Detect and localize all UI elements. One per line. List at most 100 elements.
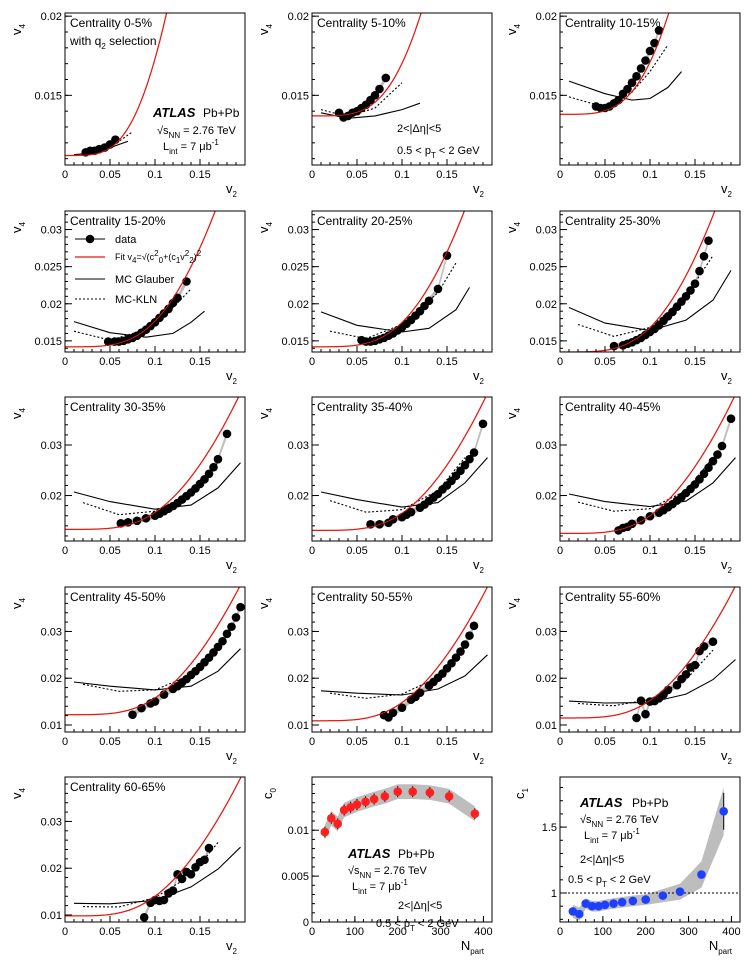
x-axis-label-main: v (226, 938, 233, 953)
c0-point (352, 800, 362, 809)
data-point (433, 284, 443, 294)
x-axis-label: v2 (473, 368, 485, 386)
panel-title: Centrality 30-35% (70, 400, 166, 414)
data-point (690, 660, 700, 670)
x-tick-label: 0.1 (147, 926, 162, 938)
fit-exp: 2 (154, 249, 159, 258)
x-tick-label: 0 (309, 926, 315, 938)
y-tick-label: 0.02 (288, 491, 309, 503)
x-axis-label-main: v (721, 181, 728, 196)
y-tick-label: 0.005 (281, 871, 309, 883)
pt-label: 0.5 < pT < 2 GeV (397, 145, 480, 160)
y-axis-label-main: v (504, 226, 519, 233)
lint-sub: int (590, 836, 599, 845)
data-point (726, 414, 736, 424)
legend-glauber-label: MC Glauber (115, 274, 175, 286)
x-tick-label: 0 (62, 169, 68, 181)
c0-point (339, 805, 349, 815)
data-point (663, 685, 673, 695)
y-tick-label: 0.015 (281, 90, 309, 102)
y-tick-label: 0.02 (288, 11, 309, 23)
panel-title: Centrality 10-15% (565, 16, 661, 30)
x-tick-label: 100 (594, 926, 612, 938)
x-axis-label-sub: 2 (480, 377, 485, 386)
panel-title: Centrality 60-65% (70, 780, 166, 794)
y-axis-label: v4 (256, 222, 274, 234)
fit-exp3: 2 (197, 249, 202, 258)
y-axis-label: v4 (9, 24, 27, 36)
x-tick-label: 0.05 (346, 356, 367, 368)
lint-main: L (163, 141, 169, 153)
c0-y-label-main: c (260, 792, 275, 799)
c0-content (320, 784, 480, 840)
data-point (699, 642, 709, 651)
y-axis-label: v4 (9, 598, 27, 610)
fit-curve-overlay (312, 13, 422, 117)
plot-frame (311, 776, 493, 923)
collision-label: Pb+Pb (398, 847, 435, 861)
y-tick-label: 0.02 (41, 673, 62, 685)
lint-sub: int (358, 887, 367, 896)
c1-point (719, 806, 729, 816)
collision-label: Pb+Pb (203, 106, 240, 120)
x-tick-label: 0.05 (99, 356, 120, 368)
y-tick-label: 0.02 (536, 11, 557, 23)
c1-point (641, 895, 651, 904)
x-axis-label-main: v (473, 557, 480, 572)
x-axis-label-main: v (473, 748, 480, 763)
data-point (713, 450, 722, 459)
x-axis-label: v2 (721, 181, 733, 199)
c0-y-label: c0 (260, 788, 278, 800)
panel-11: 0 0.05 0.1 0.15 0.01 0.02 0.03 Centrality 50-55… (256, 586, 493, 766)
y-axis-label-main: v (9, 792, 24, 799)
data-point (641, 56, 650, 65)
legend-fit-label: Fit v4=√(c20+(c1v22)2 (115, 249, 202, 265)
pt-b: < 2 GeV (436, 145, 480, 157)
pt-a: 0.5 < p (568, 874, 602, 886)
lint-exp: -1 (401, 878, 409, 887)
snn-sub: NN (169, 131, 181, 140)
y-tick-label: 0.02 (288, 299, 309, 311)
data-point (690, 279, 700, 289)
x-tick-label: 0 (557, 736, 563, 748)
x-tick-label: 0.15 (684, 736, 705, 748)
data-point (451, 653, 461, 662)
x-tick-label: 0.1 (147, 545, 162, 557)
x-axis-label-main: v (226, 748, 233, 763)
y-tick-label: 0.03 (41, 225, 62, 237)
data-point (204, 843, 214, 853)
y-axis-label-main: v (9, 226, 24, 233)
x-axis-label: v2 (226, 938, 238, 956)
pt-a: 0.5 < p (376, 918, 410, 930)
y-axis-label-sub: 4 (265, 222, 274, 227)
c0-point (444, 791, 454, 801)
fit-close: ) (194, 252, 197, 262)
lint-main: L (352, 881, 358, 893)
data-point (704, 463, 713, 473)
q2-a: with q (69, 34, 101, 48)
y-tick-label: 0.025 (529, 262, 557, 274)
y-axis-label-main: v (504, 28, 519, 35)
data-point (173, 293, 182, 303)
data-point (177, 874, 187, 884)
data-point (623, 84, 632, 94)
pt-sub: T (410, 924, 415, 933)
mc-glauber-curve (568, 71, 682, 101)
fit-curve-overlay (65, 397, 240, 530)
data-point (186, 869, 196, 879)
panel-curves (65, 587, 245, 719)
data-point (159, 690, 169, 699)
data-point (717, 441, 727, 451)
mc-kln-curve (577, 255, 714, 337)
y-tick-label: 0.025 (34, 262, 62, 274)
energy-val: = 2.76 TeV (603, 814, 659, 826)
data-point (636, 64, 646, 73)
y-tick-label: 0.01 (536, 720, 557, 732)
y-axis-label-sub: 4 (513, 24, 522, 29)
data-point (442, 251, 452, 260)
fit-curve-overlay (560, 587, 736, 719)
data-point (200, 855, 209, 865)
x-tick-label: 0.05 (594, 356, 615, 368)
